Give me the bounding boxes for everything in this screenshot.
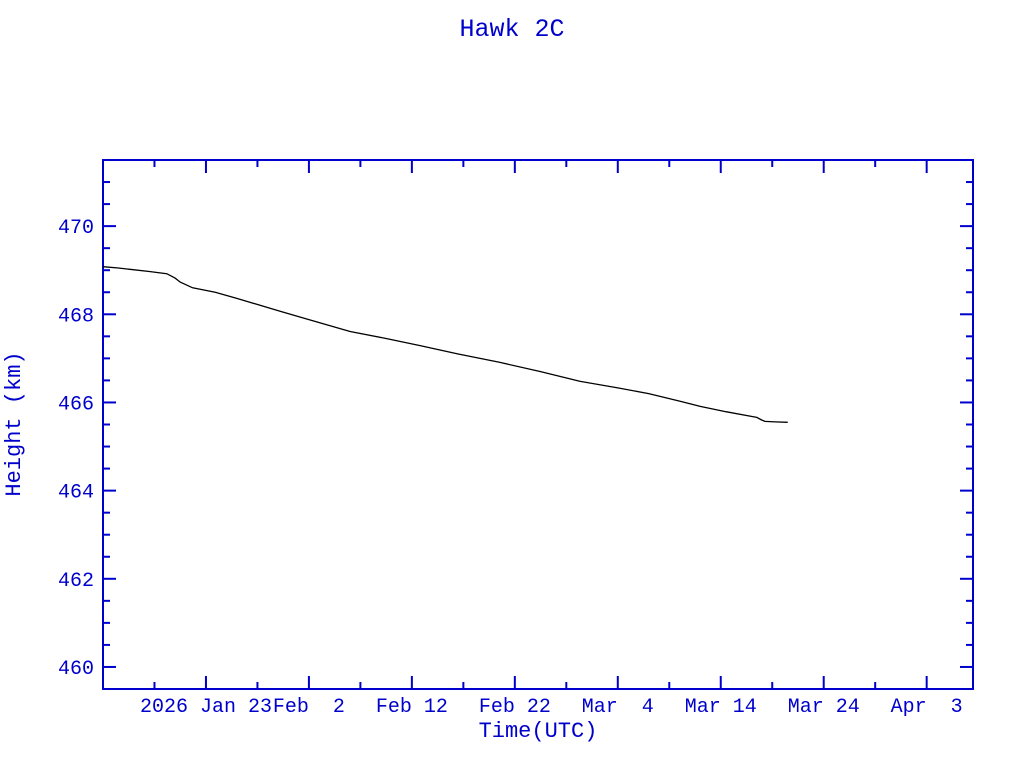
- x-tick-label: Mar 24: [788, 696, 860, 719]
- axis-tick-labels: 2026 Jan 23 Feb 2 Feb 12 Feb 22 Mar 4 Mar 14 M…: [58, 217, 963, 719]
- x-tick-label: Mar 14: [685, 696, 757, 719]
- x-tick-label: Feb 12: [376, 696, 448, 719]
- x-tick-label: Mar 4: [582, 696, 654, 719]
- chart-title: Hawk 2C: [459, 15, 564, 44]
- axis-ticks: [103, 160, 973, 689]
- x-tick-label: Apr 3: [891, 696, 963, 719]
- x-tick-label: Feb 22: [479, 696, 551, 719]
- data-line: [102, 266, 788, 423]
- x-tick-label: 2026 Jan 23: [140, 696, 272, 719]
- y-tick-label: 462: [58, 570, 94, 593]
- plot-frame: [102, 159, 974, 690]
- x-axis-title: Time(UTC): [479, 719, 598, 744]
- x-tick-label: Feb 2: [273, 696, 345, 719]
- y-tick-label: 466: [58, 393, 94, 416]
- y-tick-label: 470: [58, 217, 94, 240]
- y-tick-label: 460: [58, 658, 94, 681]
- y-axis-title: Height (km): [2, 351, 27, 496]
- y-tick-label: 468: [58, 305, 94, 328]
- y-tick-label: 464: [58, 482, 94, 505]
